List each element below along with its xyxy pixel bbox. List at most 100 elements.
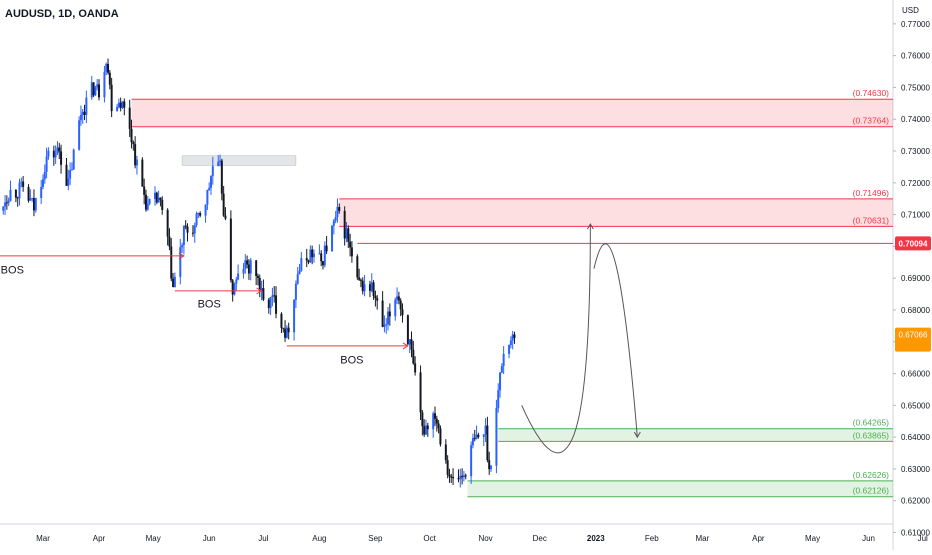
candle-body — [394, 299, 397, 317]
candle-body — [27, 186, 30, 201]
candle-body — [231, 280, 234, 295]
candle-body — [502, 353, 505, 367]
candle-body — [509, 340, 512, 346]
candle-body — [197, 213, 200, 215]
candle-body — [370, 282, 373, 291]
supply-zone-lower — [339, 198, 893, 227]
candle-body — [267, 299, 270, 309]
demand-zone-lower-top-label: (0.62626) — [853, 470, 890, 480]
resistance-line-price-label: 0.70094 — [899, 239, 928, 248]
candle-body — [141, 159, 144, 187]
candle-body — [42, 179, 44, 187]
candle-body — [500, 366, 503, 373]
candle-body — [439, 428, 442, 445]
y-tick-label: 0.75000 — [901, 83, 930, 92]
x-tick-label: Dec — [533, 534, 547, 543]
candle-body — [182, 225, 185, 246]
projection-arrowhead-up — [586, 223, 594, 230]
symbol-title[interactable]: AUDUSD, 1D, OANDA — [5, 8, 119, 20]
candle-body — [273, 295, 276, 297]
candle-body — [242, 268, 245, 274]
candle-body — [262, 288, 265, 300]
y-tick-label: 0.63000 — [901, 465, 930, 474]
candle-body — [459, 475, 462, 480]
candle-body — [446, 460, 449, 475]
candle-body — [210, 176, 212, 188]
candle-body — [334, 216, 337, 221]
candle-body — [383, 324, 386, 327]
candle-body — [361, 280, 364, 292]
candle-body — [191, 232, 194, 234]
candle-body — [435, 418, 438, 424]
candle-body — [204, 204, 207, 216]
supply-zone-upper-top-label: (0.74630) — [853, 88, 890, 98]
candle-body — [94, 87, 97, 96]
candle-body — [119, 102, 122, 108]
supply-zone-upper — [131, 99, 894, 127]
candle-body — [486, 425, 489, 461]
candle-body — [186, 226, 189, 233]
candle-body — [343, 210, 346, 239]
candle-body — [349, 241, 352, 248]
candle-body — [168, 236, 171, 247]
demand-zone-upper-bottom-label: (0.63865) — [853, 430, 890, 440]
x-tick-label: Oct — [423, 534, 436, 543]
candle-body — [47, 150, 50, 157]
x-tick-label: Mar — [695, 534, 709, 543]
candle-body — [56, 147, 59, 154]
x-tick-label: Sep — [368, 534, 383, 543]
candle-body — [464, 475, 467, 477]
candle-body — [513, 334, 516, 339]
candle-body — [105, 63, 108, 72]
candle-body — [199, 213, 202, 216]
candle-body — [229, 218, 232, 281]
candle-body — [284, 328, 287, 338]
candle-body — [482, 434, 485, 438]
candle-body — [211, 166, 214, 177]
candle-body — [159, 197, 162, 200]
candle-body — [363, 284, 366, 292]
x-tick-label: Jun — [862, 534, 875, 543]
candle-body — [65, 164, 68, 186]
candle-body — [376, 298, 379, 301]
candle-body — [81, 111, 84, 115]
candle-body — [490, 465, 492, 470]
candle-body — [146, 203, 149, 210]
candle-body — [170, 246, 173, 279]
candle-body — [107, 63, 110, 73]
candle-body — [322, 261, 324, 266]
candle-body — [155, 192, 158, 203]
candle-body — [461, 475, 464, 478]
candle-body — [271, 295, 274, 297]
candle-body — [45, 156, 48, 172]
last-price-tag — [895, 327, 931, 352]
candle-body — [14, 189, 17, 198]
candle-body — [311, 249, 314, 258]
projection-arrowhead-down — [633, 431, 641, 439]
candle-body — [134, 144, 137, 166]
candle-body — [331, 225, 334, 252]
candle-body — [54, 153, 57, 158]
candle-body — [368, 284, 371, 291]
candle-body — [244, 260, 247, 269]
candle-body — [144, 194, 147, 210]
y-tick-label: 0.74000 — [901, 115, 930, 124]
candle-body — [173, 276, 176, 288]
candle-body — [450, 476, 453, 478]
candle-body — [406, 315, 409, 345]
candle-body — [294, 283, 297, 300]
candle-body — [412, 349, 415, 364]
x-tick-label: May — [146, 534, 161, 543]
candle-body — [260, 288, 263, 291]
candle-body — [488, 460, 491, 470]
candle-body — [58, 147, 61, 152]
candle-body — [224, 215, 227, 219]
supply-zone-upper-bottom-label: (0.73764) — [853, 116, 890, 126]
candle-body — [287, 327, 290, 333]
candle-body — [206, 189, 209, 205]
demand-zone-upper-top-label: (0.64265) — [853, 418, 890, 428]
candle-body — [5, 202, 8, 204]
candle-body — [293, 299, 296, 333]
